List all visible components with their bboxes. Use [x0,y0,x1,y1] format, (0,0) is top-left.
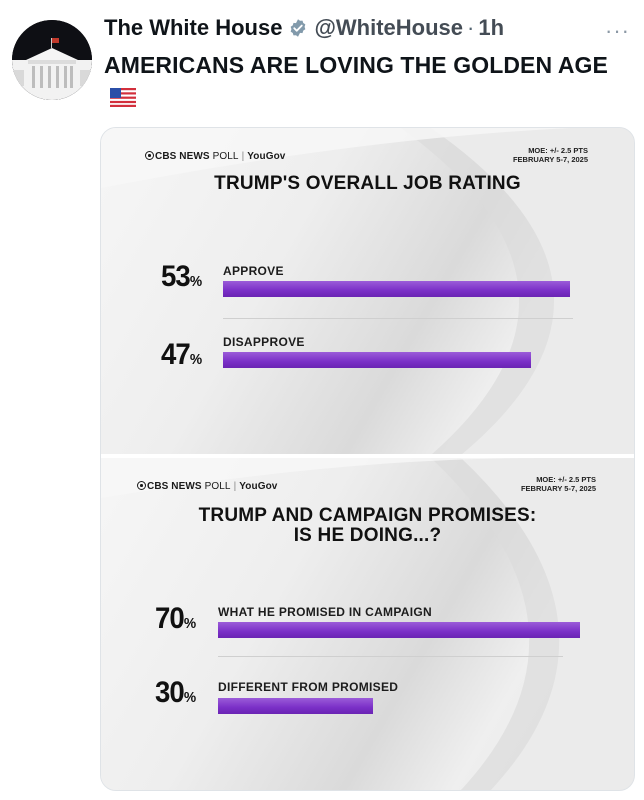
post-time[interactable]: 1h [478,15,505,40]
poll-image-card[interactable]: CBS NEWS POLL | YouGov MOE: +/- 2.5 PTS FE… [100,127,635,791]
us-flag-icon [110,84,136,115]
stat-unit: % [189,273,203,290]
stat-number: 47 [161,338,191,371]
separator-dot: · [467,15,475,40]
panel-divider [101,454,634,459]
stat-value: 70% [155,602,196,636]
moe-line: MOE: +/- 2.5 PTS [528,146,588,155]
white-house-avatar [12,20,92,100]
brand-poll: POLL [204,481,231,492]
bar-label: DISAPPROVE [223,335,305,349]
cbs-yougov-logo: CBS NEWS POLL | YouGov [137,481,277,492]
brand-network: CBS NEWS [147,481,202,492]
bar-disapprove [223,352,531,368]
tweet-body: AMERICANS ARE LOVING THE GOLDEN AGE [104,52,608,78]
poll-panel-job-rating: CBS NEWS POLL | YouGov MOE: +/- 2.5 PTS FE… [101,128,634,455]
chart-title-line2: IS HE DOING...? [293,525,442,546]
row-divider [218,656,563,657]
stat-value: 47% [161,338,202,372]
stat-unit: % [183,615,197,632]
moe-date: FEBRUARY 5-7, 2025 [520,484,596,493]
brand-network: CBS NEWS [155,151,210,162]
avatar[interactable] [12,20,92,100]
bar-label: APPROVE [223,264,284,278]
bar-different-from-promised [218,698,373,714]
bar-label: DIFFERENT FROM PROMISED [218,680,399,694]
margin-of-error: MOE: +/- 2.5 PTS FEBRUARY 5-7, 2025 [513,146,588,164]
brand-separator: | [241,151,245,162]
author-name[interactable]: The White House [104,15,283,40]
stat-number: 53 [161,260,191,293]
cbs-eye-icon [137,481,146,490]
tweet-text: AMERICANS ARE LOVING THE GOLDEN AGE [104,50,624,115]
chart-title-line1: TRUMP AND CAMPAIGN PROMISES: [198,505,537,526]
stat-value: 53% [161,260,202,294]
chart-title: TRUMP'S OVERALL JOB RATING [214,173,521,194]
verified-badge-icon[interactable] [288,18,308,38]
row-divider [223,318,573,319]
moe-line: MOE: +/- 2.5 PTS [536,475,596,484]
stat-unit: % [183,689,197,706]
moe-date: FEBRUARY 5-7, 2025 [512,155,588,164]
cbs-eye-icon [145,151,154,160]
stat-value: 30% [155,676,196,710]
author-handle[interactable]: @WhiteHouse [314,15,464,40]
brand-partner: YouGov [247,151,286,162]
chart-title: TRUMP AND CAMPAIGN PROMISES: IS HE DOING… [101,506,634,546]
margin-of-error: MOE: +/- 2.5 PTS FEBRUARY 5-7, 2025 [521,475,596,493]
cbs-yougov-logo: CBS NEWS POLL | YouGov [145,151,285,162]
tweet-header: The White House @WhiteHouse · 1h [104,14,634,42]
bar-kept-promises [218,622,580,638]
brand-separator: | [233,481,237,492]
brand-partner: YouGov [239,481,278,492]
poll-panel-campaign-promises: CBS NEWS POLL | YouGov MOE: +/- 2.5 PTS FE… [101,458,634,790]
background-swoosh [101,128,634,455]
bar-label: WHAT HE PROMISED IN CAMPAIGN [218,605,432,619]
more-options-icon[interactable]: ··· [605,18,630,43]
brand-poll: POLL [212,151,239,162]
bar-approve [223,281,570,297]
stat-number: 70 [155,602,185,635]
stat-number: 30 [155,676,185,709]
stat-unit: % [189,351,203,368]
